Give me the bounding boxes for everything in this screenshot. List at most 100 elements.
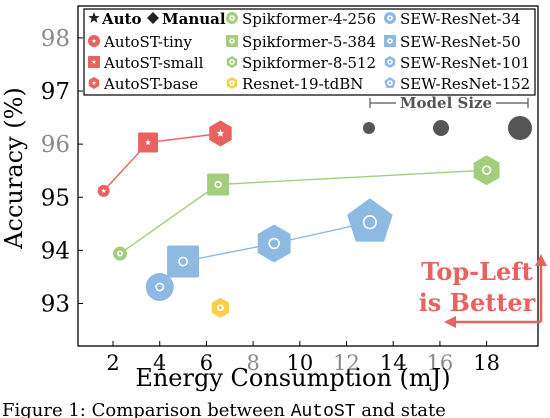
legend-swatch-ring xyxy=(387,59,393,65)
point-autost-base-auto-star xyxy=(216,129,225,137)
x-tick-label: 16 xyxy=(427,351,454,375)
series-line xyxy=(119,169,487,255)
point-sew-resnet-34-manual-mark xyxy=(155,282,165,292)
scale-circle-small xyxy=(363,122,375,134)
legend-swatch-spikformer-8-512 xyxy=(226,56,238,68)
plot-border xyxy=(77,5,539,347)
point-sew-resnet-34 xyxy=(145,273,174,302)
legend-label: Resnet-19-tdBN xyxy=(242,75,363,93)
point-sew-resnet-101-manual-mark xyxy=(268,237,280,250)
manual-diamond-icon xyxy=(147,12,159,24)
x-tick-label: 4 xyxy=(153,351,166,375)
legend-label: SEW-ResNet-152 xyxy=(400,75,530,93)
legend-item-resnet-19-tdbn: Resnet-19-tdBN xyxy=(226,75,363,93)
x-tick-label: 12 xyxy=(333,351,360,375)
legend-item-autost-tiny: AutoST-tiny xyxy=(88,33,192,51)
plot-frame xyxy=(77,5,539,347)
data-markers xyxy=(97,120,500,318)
legend-label: AutoST-tiny xyxy=(103,33,192,51)
annotation-arrowhead-left xyxy=(444,316,456,328)
legend-swatch-ring xyxy=(387,80,393,86)
legend-swatch-ring xyxy=(229,38,235,44)
point-resnet-19-tdbn-manual-mark xyxy=(217,304,224,312)
auto-star-icon xyxy=(88,12,100,23)
legend-item-spikformer-8-512: Spikformer-8-512 xyxy=(226,54,376,72)
legend-swatch-ring xyxy=(229,15,235,21)
legend-label: AutoST-base xyxy=(103,75,198,93)
scale-circle-medium xyxy=(433,120,449,136)
series-line xyxy=(103,132,221,192)
legend-swatch-resnet-19-tdbn xyxy=(226,77,238,89)
legend-swatch-ring xyxy=(387,15,393,21)
y-tick-label: 96 xyxy=(41,132,70,158)
point-sew-resnet-50 xyxy=(167,245,200,278)
legend-swatch-spikformer-5-384 xyxy=(226,35,238,47)
point-spikformer-8-512-manual-mark xyxy=(481,165,492,175)
annotation-arrowhead-up xyxy=(535,254,547,266)
figure-caption: Figure 1: Comparison between AutoST and … xyxy=(2,400,446,418)
x-axis-title: Energy Consumption (mJ) xyxy=(135,364,450,392)
x-tick-label: 2 xyxy=(106,351,119,375)
legend-swatch-ring xyxy=(387,38,393,44)
point-sew-resnet-50-manual-mark xyxy=(178,256,189,267)
y-tick-label: 95 xyxy=(41,185,70,211)
x-tick-label: 6 xyxy=(200,351,213,375)
x-axis: 2 4 6 8 10 12 14 16 18 xyxy=(106,341,500,375)
point-spikformer-8-512 xyxy=(473,155,500,186)
legend: Auto Manual AutoST-tiny AutoST-small AutoST-… xyxy=(83,8,536,96)
legend-swatch-sew-resnet-50 xyxy=(384,35,396,47)
y-tick-label: 93 xyxy=(41,292,70,318)
legend-swatch-star xyxy=(91,59,97,64)
point-spikformer-4-256 xyxy=(113,246,128,261)
legend-label: Spikformer-5-384 xyxy=(242,33,376,51)
legend-item-autost-small: AutoST-small xyxy=(88,54,204,72)
x-tick-label: 18 xyxy=(473,351,500,375)
annotation-line-1: Top-Left xyxy=(421,257,532,286)
legend-swatch-ring xyxy=(229,80,235,86)
x-tick-label: 14 xyxy=(380,351,407,375)
legend-item-sew-resnet-101: SEW-ResNet-101 xyxy=(384,54,530,72)
model-size-scale: Model Size xyxy=(363,94,532,140)
legend-header: Auto Manual xyxy=(88,10,226,28)
legend-item-spikformer-5-384: Spikformer-5-384 xyxy=(226,33,376,51)
point-resnet-19-tdbn xyxy=(211,297,230,318)
legend-item-sew-resnet-34: SEW-ResNet-34 xyxy=(384,10,521,28)
point-spikformer-4-256-manual-mark xyxy=(117,250,124,257)
legend-item-spikformer-4-256: Spikformer-4-256 xyxy=(226,10,376,28)
point-autost-small-auto-star xyxy=(145,139,152,146)
point-sew-resnet-101 xyxy=(257,224,291,263)
legend-swatch-star xyxy=(91,80,97,85)
x-tick-label: 10 xyxy=(286,351,313,375)
legend-item-sew-resnet-50: SEW-ResNet-50 xyxy=(384,33,521,51)
legend-swatch-ring xyxy=(229,59,235,65)
legend-label: SEW-ResNet-50 xyxy=(400,33,521,51)
point-autost-tiny-auto-star xyxy=(101,188,107,193)
legend-manual-label: Manual xyxy=(162,10,226,28)
legend-label: SEW-ResNet-34 xyxy=(400,10,521,28)
legend-item-sew-resnet-152: SEW-ResNet-152 xyxy=(384,75,530,93)
legend-label: Spikformer-8-512 xyxy=(242,54,376,72)
point-sew-resnet-152 xyxy=(347,198,393,242)
legend-item-autost-base: AutoST-base xyxy=(88,75,198,93)
legend-swatch-sew-resnet-34 xyxy=(384,12,396,24)
legend-swatch-star xyxy=(91,38,97,43)
x-tick-label: 8 xyxy=(246,351,259,375)
y-tick-label: 98 xyxy=(41,26,70,52)
y-tick-label: 97 xyxy=(41,79,70,105)
legend-swatch-sew-resnet-152 xyxy=(384,77,396,88)
scale-label: Model Size xyxy=(400,94,492,112)
y-axis: 93 94 95 96 97 98 xyxy=(41,26,83,318)
point-spikformer-5-384-manual-mark xyxy=(214,180,222,189)
annotation-line-2: is Better xyxy=(419,288,536,317)
point-spikformer-5-384 xyxy=(207,173,230,196)
legend-box xyxy=(83,8,536,96)
legend-label: AutoST-small xyxy=(103,54,204,72)
y-axis-title: Accuracy (%) xyxy=(0,87,28,250)
legend-swatch-spikformer-4-256 xyxy=(226,12,238,24)
legend-swatch-sew-resnet-101 xyxy=(384,56,396,68)
legend-auto-label: Auto xyxy=(101,10,141,28)
y-tick-label: 94 xyxy=(41,238,70,264)
scale-circle-large xyxy=(508,116,532,140)
